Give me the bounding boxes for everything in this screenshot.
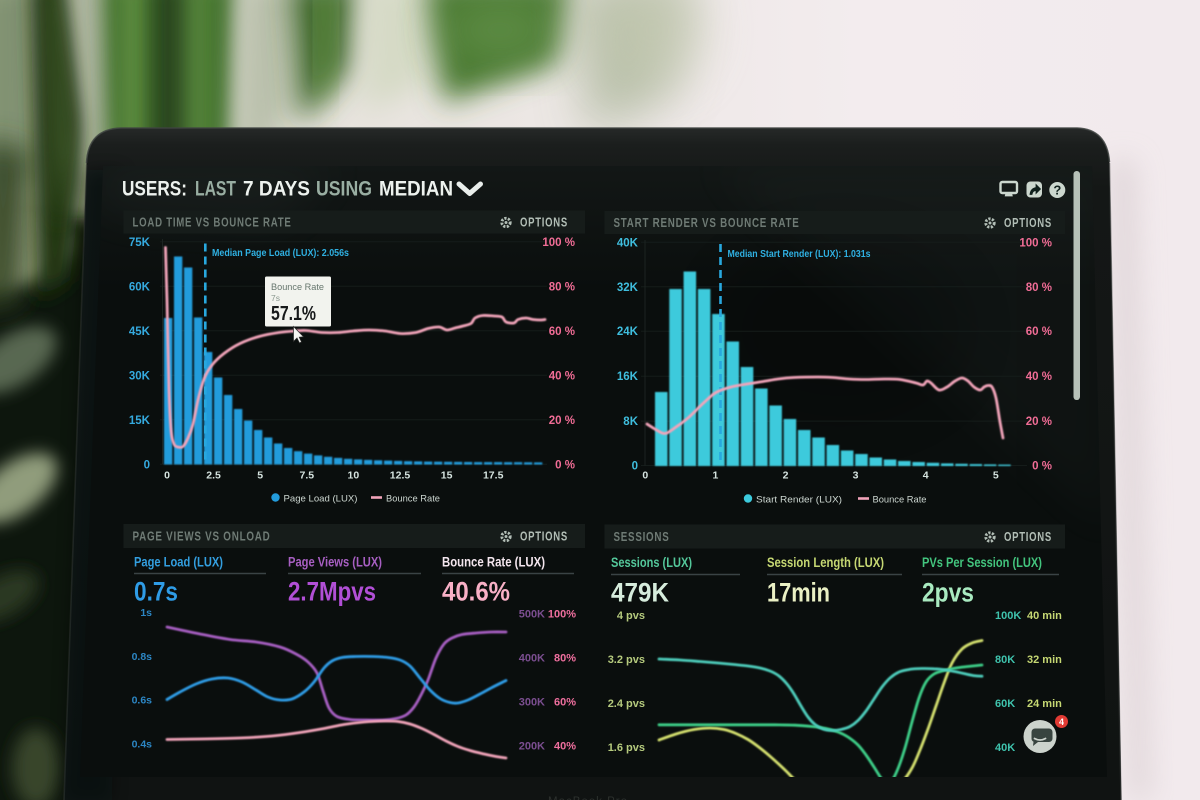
- svg-text:40K: 40K: [617, 237, 639, 249]
- svg-text:40%: 40%: [554, 741, 576, 753]
- svg-text:SESSIONS: SESSIONS: [614, 529, 670, 544]
- svg-text:4: 4: [1059, 717, 1064, 727]
- svg-text:60 %: 60 %: [549, 326, 575, 338]
- svg-text:40K: 40K: [995, 742, 1015, 754]
- svg-text:0.8s: 0.8s: [132, 651, 153, 663]
- svg-text:24 min: 24 min: [1027, 698, 1062, 710]
- svg-text:Page Load (LUX): Page Load (LUX): [284, 494, 358, 505]
- svg-text:40 min: 40 min: [1027, 610, 1062, 622]
- svg-text:5: 5: [257, 470, 263, 482]
- svg-text:OPTIONS: OPTIONS: [520, 215, 568, 230]
- svg-text:2pvs: 2pvs: [922, 578, 974, 608]
- svg-text:0: 0: [164, 470, 170, 482]
- svg-text:LAST: LAST: [195, 177, 236, 201]
- svg-text:7.5: 7.5: [299, 470, 314, 482]
- svg-text:0 %: 0 %: [555, 459, 575, 471]
- svg-text:80 %: 80 %: [549, 281, 575, 293]
- svg-text:1.6 pvs: 1.6 pvs: [608, 742, 645, 754]
- svg-text:60%: 60%: [554, 697, 576, 709]
- svg-text:16K: 16K: [617, 371, 639, 383]
- svg-text:Bounce Rate: Bounce Rate: [386, 494, 440, 505]
- svg-text:2.7Mpvs: 2.7Mpvs: [288, 577, 376, 607]
- svg-text:24K: 24K: [617, 326, 639, 338]
- svg-text:Bounce Rate: Bounce Rate: [271, 282, 324, 293]
- svg-text:100 %: 100 %: [542, 237, 575, 249]
- svg-text:0 %: 0 %: [1032, 461, 1052, 473]
- svg-text:5: 5: [993, 470, 999, 482]
- svg-text:60K: 60K: [995, 698, 1015, 710]
- svg-text:OPTIONS: OPTIONS: [520, 529, 568, 544]
- svg-text:100 %: 100 %: [1019, 237, 1052, 249]
- svg-text:START RENDER VS BOUNCE RATE: START RENDER VS BOUNCE RATE: [614, 215, 800, 230]
- svg-text:500K: 500K: [519, 609, 545, 621]
- svg-text:OPTIONS: OPTIONS: [1004, 215, 1052, 230]
- svg-text:Bounce Rate (LUX): Bounce Rate (LUX): [442, 555, 545, 570]
- svg-text:45K: 45K: [129, 326, 151, 338]
- svg-text:2.5: 2.5: [206, 470, 221, 482]
- svg-text:USERS:: USERS:: [122, 177, 187, 201]
- svg-text:200K: 200K: [519, 741, 545, 753]
- svg-text:7s: 7s: [271, 293, 280, 303]
- svg-text:10: 10: [348, 470, 360, 482]
- svg-text:60 %: 60 %: [1026, 326, 1052, 338]
- svg-text:75K: 75K: [129, 237, 151, 249]
- svg-text:40.6%: 40.6%: [442, 577, 510, 607]
- svg-text:40 %: 40 %: [1026, 371, 1052, 383]
- svg-text:OPTIONS: OPTIONS: [1004, 529, 1052, 544]
- svg-text:Page Load (LUX): Page Load (LUX): [134, 555, 223, 570]
- svg-text:USING: USING: [316, 177, 372, 201]
- svg-text:0.6s: 0.6s: [132, 695, 153, 707]
- svg-text:0.7s: 0.7s: [134, 577, 178, 607]
- svg-text:8K: 8K: [623, 416, 638, 428]
- svg-text:MacBook Pro: MacBook Pro: [548, 796, 628, 800]
- svg-text:2: 2: [783, 470, 789, 482]
- svg-text:Session Length (LUX): Session Length (LUX): [767, 555, 884, 570]
- svg-text:479K: 479K: [611, 578, 669, 608]
- svg-text:0: 0: [144, 459, 150, 471]
- svg-text:4 pvs: 4 pvs: [617, 610, 645, 622]
- svg-text:1s: 1s: [140, 607, 152, 619]
- svg-text:80K: 80K: [995, 654, 1015, 666]
- svg-text:32K: 32K: [617, 282, 639, 294]
- svg-text:Page Views (LUX): Page Views (LUX): [288, 555, 382, 570]
- svg-text:7 DAYS: 7 DAYS: [243, 177, 310, 201]
- svg-text:12.5: 12.5: [390, 470, 411, 482]
- svg-text:40 %: 40 %: [549, 370, 575, 382]
- svg-text:20 %: 20 %: [1026, 416, 1052, 428]
- svg-text:30K: 30K: [129, 370, 151, 382]
- svg-text:3: 3: [853, 470, 859, 482]
- svg-text:32 min: 32 min: [1027, 654, 1062, 666]
- svg-text:0.4s: 0.4s: [132, 739, 153, 751]
- svg-text:LOAD TIME VS BOUNCE RATE: LOAD TIME VS BOUNCE RATE: [133, 215, 292, 230]
- svg-text:400K: 400K: [519, 653, 545, 665]
- svg-text:PAGE VIEWS VS ONLOAD: PAGE VIEWS VS ONLOAD: [133, 529, 271, 544]
- svg-text:Bounce Rate: Bounce Rate: [873, 495, 927, 506]
- svg-text:57.1%: 57.1%: [271, 303, 316, 325]
- svg-text:3.2 pvs: 3.2 pvs: [608, 654, 645, 666]
- svg-text:?: ?: [1053, 183, 1061, 198]
- svg-text:4: 4: [923, 470, 929, 482]
- svg-text:17min: 17min: [767, 578, 830, 608]
- svg-text:PVs Per Session (LUX): PVs Per Session (LUX): [922, 555, 1042, 570]
- svg-text:0: 0: [642, 470, 648, 482]
- svg-text:Median Start Render (LUX): 1.0: Median Start Render (LUX): 1.031s: [728, 248, 871, 260]
- svg-text:Median Page Load (LUX): 2.056s: Median Page Load (LUX): 2.056s: [212, 247, 349, 259]
- svg-text:15K: 15K: [129, 415, 151, 427]
- svg-text:1: 1: [712, 470, 718, 482]
- svg-text:17.5: 17.5: [483, 470, 504, 482]
- svg-text:100%: 100%: [548, 609, 576, 621]
- svg-text:80 %: 80 %: [1026, 282, 1052, 294]
- svg-text:20 %: 20 %: [549, 415, 575, 427]
- svg-text:MEDIAN: MEDIAN: [379, 177, 453, 201]
- svg-text:80%: 80%: [554, 653, 576, 665]
- svg-text:Start Render (LUX): Start Render (LUX): [756, 495, 842, 506]
- svg-text:15: 15: [441, 470, 453, 482]
- svg-text:Sessions (LUX): Sessions (LUX): [611, 555, 692, 570]
- svg-text:300K: 300K: [519, 697, 545, 709]
- svg-text:60K: 60K: [129, 281, 151, 293]
- svg-text:100K: 100K: [995, 610, 1021, 622]
- svg-text:2.4 pvs: 2.4 pvs: [608, 698, 645, 710]
- svg-text:0: 0: [632, 461, 638, 473]
